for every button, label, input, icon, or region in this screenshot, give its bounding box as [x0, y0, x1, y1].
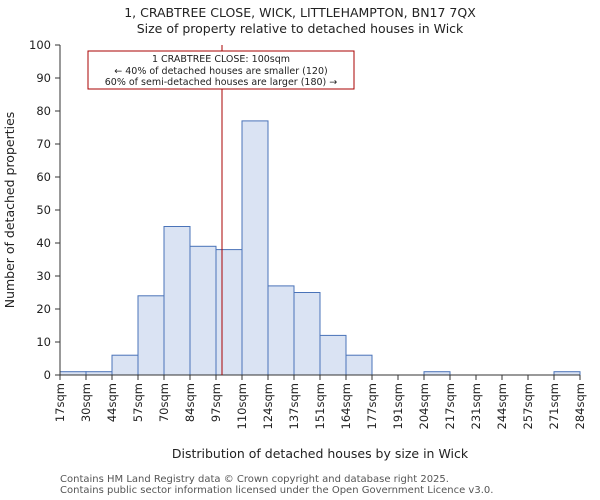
bars-group: [59, 120, 581, 376]
x-tick-label: 177sqm: [365, 383, 379, 429]
bar-70sqm: [163, 226, 191, 376]
y-tick-label: 20: [36, 302, 51, 316]
y-tick-label: 70: [36, 137, 51, 151]
x-tick-label: 70sqm: [157, 383, 171, 422]
x-tick-label: 137sqm: [287, 383, 301, 429]
x-tick-label: 57sqm: [131, 383, 145, 422]
y-tick-label: 90: [36, 71, 51, 85]
bar-44sqm: [111, 354, 139, 376]
x-tick-label: 84sqm: [183, 383, 197, 422]
bar-137sqm: [293, 292, 321, 376]
x-tick-label: 191sqm: [391, 383, 405, 429]
bar-57sqm: [137, 295, 165, 376]
bar-151sqm: [319, 334, 347, 376]
x-tick-label: 17sqm: [53, 383, 67, 422]
x-tick-label: 284sqm: [573, 383, 587, 429]
x-tick-label: 231sqm: [469, 383, 483, 429]
x-ticks-group: 17sqm 30sqm 44sqm 57sqm 70sqm 84sqm 97sqm 110sq…: [53, 375, 587, 429]
bar-84sqm: [189, 245, 217, 376]
y-tick-label: 10: [36, 335, 51, 349]
y-tick-label: 40: [36, 236, 51, 250]
annotation-line-2: ← 40% of detached houses are smaller (12…: [114, 66, 327, 77]
y-tick-label: 100: [29, 38, 51, 52]
x-tick-label: 164sqm: [339, 383, 353, 429]
x-tick-label: 97sqm: [209, 383, 223, 422]
x-axis-label: Distribution of detached houses by size …: [172, 446, 469, 461]
y-axis-label: Number of detached properties: [2, 112, 17, 309]
footer-line-1: Contains HM Land Registry data © Crown c…: [60, 474, 449, 485]
y-tick-label: 0: [44, 368, 51, 382]
annotation-line-1: 1 CRABTREE CLOSE: 100sqm: [152, 54, 290, 65]
x-tick-label: 204sqm: [417, 383, 431, 429]
chart-title: 1, CRABTREE CLOSE, WICK, LITTLEHAMPTON, …: [124, 5, 476, 20]
y-tick-label: 50: [36, 203, 51, 217]
annotation-line-3: 60% of semi-detached houses are larger (…: [105, 77, 338, 88]
x-tick-label: 124sqm: [261, 383, 275, 429]
bar-110sqm: [241, 120, 269, 376]
x-tick-label: 217sqm: [443, 383, 457, 429]
x-tick-label: 257sqm: [521, 383, 535, 429]
x-tick-label: 110sqm: [235, 383, 249, 429]
bar-124sqm: [267, 285, 295, 376]
x-tick-label: 244sqm: [495, 383, 509, 429]
chart-subtitle: Size of property relative to detached ho…: [137, 21, 464, 36]
y-ticks-group: 0 10 20 30 40 50 60 70 80 90 100: [29, 38, 60, 382]
bar-164sqm: [345, 354, 373, 376]
x-tick-label: 44sqm: [105, 383, 119, 422]
x-tick-label: 30sqm: [79, 383, 93, 422]
annotation-box: [87, 50, 355, 90]
footer-line-2: Contains public sector information licen…: [60, 485, 494, 496]
y-tick-label: 60: [36, 170, 51, 184]
x-tick-label: 271sqm: [547, 383, 561, 429]
y-tick-label: 30: [36, 269, 51, 283]
y-tick-label: 80: [36, 104, 51, 118]
bar-97sqm: [215, 249, 243, 376]
x-tick-label: 151sqm: [313, 383, 327, 429]
